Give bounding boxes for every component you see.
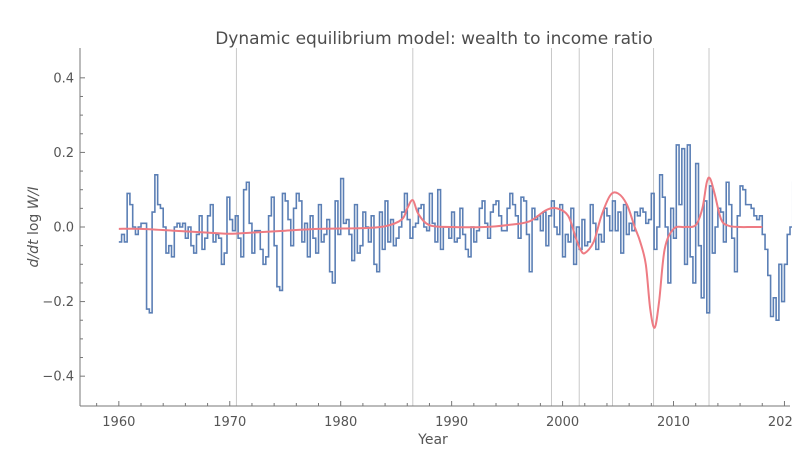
x-tick-label-2010: 2010 bbox=[657, 415, 690, 430]
x-tick-label-1960: 1960 bbox=[102, 415, 135, 430]
x-tick-label-1980: 1980 bbox=[324, 415, 357, 430]
y-axis-label-middle: log bbox=[26, 209, 42, 239]
y-ticks: −0.4 −0.2 0.0 0.2 0.4 bbox=[42, 71, 85, 385]
y-axis-label: d/dt log W/I bbox=[26, 187, 42, 268]
chart-title: Dynamic equilibrium model: wealth to inc… bbox=[215, 29, 653, 49]
y-tick-label-3: 0.2 bbox=[53, 146, 74, 161]
x-ticks: 1960 1970 1980 1990 2000 2010 2020 bbox=[96, 401, 792, 430]
x-tick-label-1970: 1970 bbox=[213, 415, 246, 430]
data-series-step-line bbox=[118, 144, 792, 322]
y-tick-label-0: −0.4 bbox=[42, 370, 74, 385]
y-tick-label-1: −0.2 bbox=[42, 295, 74, 310]
x-axis-label: Year bbox=[417, 432, 448, 448]
x-tick-label-2000: 2000 bbox=[546, 415, 579, 430]
y-tick-label-4: 0.4 bbox=[53, 71, 74, 86]
y-tick-label-2: 0.0 bbox=[53, 221, 74, 236]
y-axis-label-prefix: d/dt bbox=[26, 239, 42, 267]
y-axis-label-suffix: W/I bbox=[26, 187, 42, 210]
x-tick-label-2020: 2020 bbox=[768, 415, 792, 430]
model-series-line bbox=[118, 176, 763, 329]
x-tick-label-1990: 1990 bbox=[435, 415, 468, 430]
